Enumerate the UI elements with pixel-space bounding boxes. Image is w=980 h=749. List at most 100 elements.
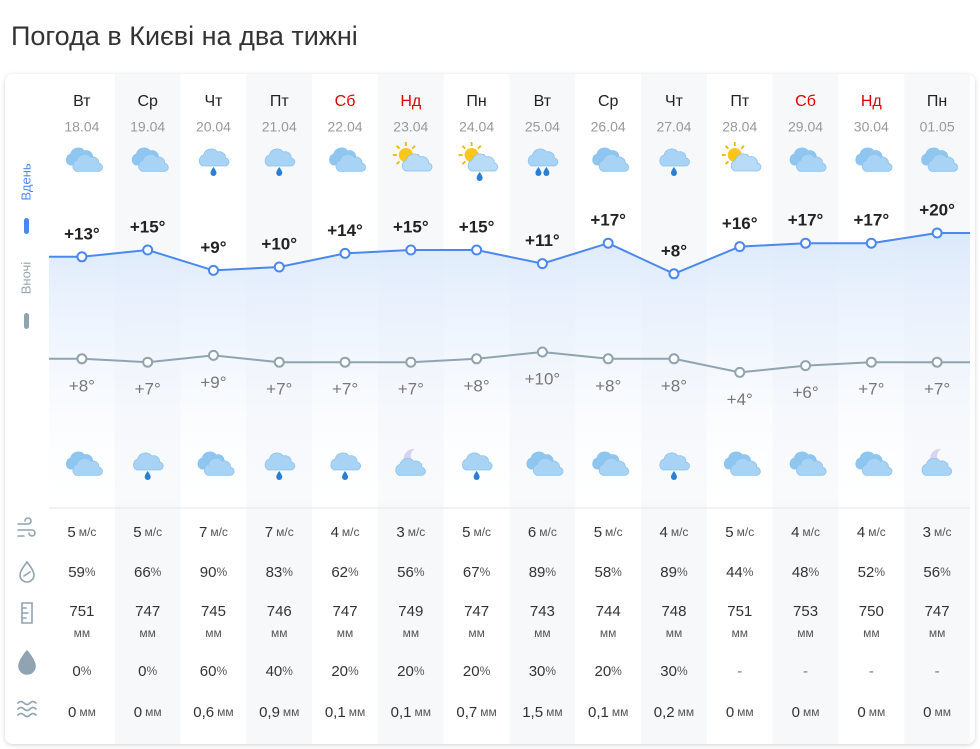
rain-drop xyxy=(476,172,483,181)
pressure-value: 747 xyxy=(925,603,950,620)
value: 90 xyxy=(200,564,217,581)
cloud xyxy=(598,457,630,476)
day-temperature-label: +10° xyxy=(261,234,297,253)
night-temperature-point xyxy=(668,353,680,365)
wind: 4 м/с xyxy=(331,524,360,541)
rain-drop xyxy=(276,471,283,480)
night-label: Вночі xyxy=(18,262,33,295)
unit: % xyxy=(414,664,425,678)
rain-drop xyxy=(670,167,677,176)
day-temperature-point xyxy=(339,247,351,259)
day-temperature-point xyxy=(800,237,812,249)
wind: 4 м/с xyxy=(857,524,886,541)
unit: мм xyxy=(283,705,300,719)
wind: 5 м/с xyxy=(594,524,623,541)
night-temperature-point xyxy=(76,353,88,365)
humidity: 89% xyxy=(660,564,688,581)
humidity: 90% xyxy=(200,564,228,581)
value: 1,5 xyxy=(522,704,543,721)
weather-icon xyxy=(462,452,493,480)
night-temperature-point xyxy=(405,356,417,368)
unit: % xyxy=(743,565,754,579)
cloud xyxy=(796,457,827,476)
unit: % xyxy=(874,565,885,579)
precip-probability: 30% xyxy=(660,663,688,680)
day-temperature-label: +15° xyxy=(459,217,495,236)
precip-probability: 0% xyxy=(138,663,157,680)
weekday: Пн xyxy=(927,93,947,110)
cloud xyxy=(527,148,559,167)
weather-icon xyxy=(264,452,296,480)
cloud xyxy=(133,452,164,471)
value: 0,1 xyxy=(325,704,346,721)
humidity: 66% xyxy=(134,564,162,581)
day-temperature-label: +17° xyxy=(854,211,890,230)
sun-ray xyxy=(395,160,401,165)
weather-icon xyxy=(198,148,230,176)
night-temperature-label: +4° xyxy=(727,390,753,409)
value: 5 xyxy=(462,524,470,541)
weekday: Пт xyxy=(730,93,750,110)
value: 30 xyxy=(660,663,677,680)
precipitation: 0,1 мм xyxy=(391,704,431,721)
unit: % xyxy=(282,664,293,678)
cloud xyxy=(264,452,296,471)
pressure-value: 748 xyxy=(661,603,686,620)
cloud xyxy=(395,457,426,476)
weather-icon xyxy=(789,451,827,476)
unit: % xyxy=(545,565,556,579)
humidity: 83% xyxy=(266,564,294,581)
value: 58 xyxy=(594,564,611,581)
cloud xyxy=(921,457,953,476)
day-marker xyxy=(24,218,29,234)
unit: м/с xyxy=(671,525,689,539)
cloud xyxy=(598,153,630,172)
precip-probability: 20% xyxy=(331,663,359,680)
cloud xyxy=(264,148,296,167)
value: 66 xyxy=(134,564,151,581)
weekday: Нд xyxy=(861,93,883,110)
date: 01.05 xyxy=(920,119,955,135)
cloud xyxy=(467,153,499,172)
precip-probability: - xyxy=(935,663,940,680)
pressure-value: 747 xyxy=(464,603,489,620)
value: - xyxy=(935,663,940,680)
unit: м/с xyxy=(210,525,228,539)
pressure-value: 745 xyxy=(201,603,226,620)
pressure-unit: мм xyxy=(797,626,814,640)
cloud xyxy=(796,153,827,172)
night-temperature-point xyxy=(207,349,219,361)
value: 62 xyxy=(331,564,348,581)
precip-probability-icon xyxy=(18,649,36,675)
date: 26.04 xyxy=(591,119,626,135)
date: 23.04 xyxy=(393,119,428,135)
weather-icon xyxy=(921,147,959,172)
pressure-unit: мм xyxy=(139,626,156,640)
weather-icon xyxy=(921,448,953,476)
pressure-unit: мм xyxy=(863,626,880,640)
weather-icon xyxy=(592,147,630,172)
unit: % xyxy=(940,565,951,579)
humidity-icon xyxy=(19,560,35,583)
date: 20.04 xyxy=(196,119,231,135)
day-temperature-point xyxy=(602,237,614,249)
precipitation: 0 мм xyxy=(857,704,885,721)
rain-drop xyxy=(543,167,550,176)
value: 7 xyxy=(265,524,273,541)
sun-ray xyxy=(724,160,730,165)
weather-icon xyxy=(458,142,499,181)
weather-icon xyxy=(723,451,761,476)
value: 0,1 xyxy=(391,704,412,721)
value: 0 xyxy=(134,704,142,721)
precip-probability: - xyxy=(869,663,874,680)
unit: % xyxy=(85,565,96,579)
cloud xyxy=(72,153,103,172)
night-temperature-point xyxy=(800,360,812,372)
unit: % xyxy=(348,565,359,579)
pressure-unit: мм xyxy=(468,626,485,640)
date: 30.04 xyxy=(854,119,889,135)
precip-probability: 30% xyxy=(529,663,557,680)
humidity: 62% xyxy=(331,564,359,581)
day-temperature-label: +8° xyxy=(661,241,687,260)
day-temperature-point xyxy=(142,244,154,256)
